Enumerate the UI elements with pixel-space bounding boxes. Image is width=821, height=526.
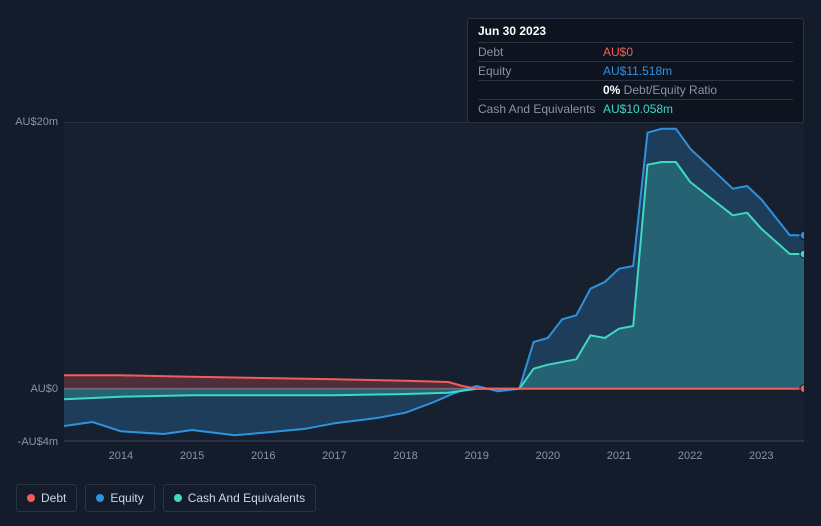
x-axis-labels: 2014 2015 2016 2017 2018 2019 2020 2021 2022 2023 [16,450,804,470]
legend-dot-icon [96,494,104,502]
hover-tooltip: Jun 30 2023 Debt AU$0 Equity AU$11.518m … [467,18,804,124]
x-tick-label: 2017 [322,450,346,462]
x-tick-label: 2023 [749,450,773,462]
legend-dot-icon [27,494,35,502]
ratio-label: Debt/Equity Ratio [620,83,717,97]
legend: Debt Equity Cash And Equivalents [16,484,316,512]
tooltip-value: AU$10.058m [603,102,673,116]
legend-item[interactable]: Cash And Equivalents [163,484,316,512]
x-tick-label: 2014 [109,450,133,462]
tooltip-row-debt: Debt AU$0 [478,42,793,61]
tooltip-label: Debt [478,45,603,59]
tooltip-value: 0% Debt/Equity Ratio [603,83,717,97]
y-tick-label: AU$20m [15,116,58,128]
tooltip-label [478,83,603,97]
tooltip-value: AU$0 [603,45,633,59]
tooltip-label: Cash And Equivalents [478,102,603,116]
tooltip-date: Jun 30 2023 [478,24,793,38]
tooltip-row-ratio: 0% Debt/Equity Ratio [478,80,793,99]
x-tick-label: 2021 [607,450,631,462]
x-tick-label: 2020 [536,450,560,462]
legend-label: Equity [110,491,143,505]
legend-dot-icon [174,494,182,502]
x-tick-label: 2018 [393,450,417,462]
y-tick-label: AU$0 [30,383,58,395]
ratio-value: 0% [603,83,620,97]
legend-item[interactable]: Equity [85,484,154,512]
x-tick-label: 2015 [180,450,204,462]
tooltip-row-equity: Equity AU$11.518m [478,61,793,80]
tooltip-label: Equity [478,64,603,78]
plot-region[interactable] [64,122,804,442]
legend-item[interactable]: Debt [16,484,77,512]
x-tick-label: 2022 [678,450,702,462]
chart-area: AU$20mAU$0-AU$4m [16,122,804,442]
chart-svg [64,122,804,442]
legend-label: Debt [41,491,66,505]
x-tick-label: 2019 [464,450,488,462]
financial-chart-panel: Jun 30 2023 Debt AU$0 Equity AU$11.518m … [0,0,821,526]
x-tick-label: 2016 [251,450,275,462]
legend-label: Cash And Equivalents [188,491,305,505]
tooltip-value: AU$11.518m [603,64,672,78]
y-tick-label: -AU$4m [18,436,58,448]
tooltip-row-cash: Cash And Equivalents AU$10.058m [478,99,793,118]
